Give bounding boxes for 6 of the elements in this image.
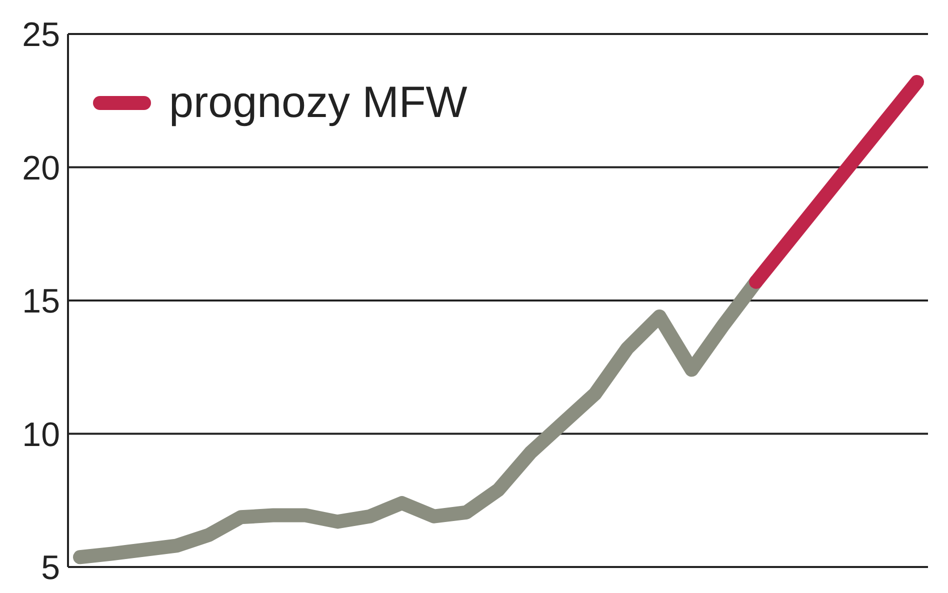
y-tick-label: 10 [22,416,60,454]
y-tick-label: 15 [22,282,60,321]
y-tick-label: 20 [22,149,60,188]
y-tick-label: 25 [22,16,60,54]
legend-label: prognozy MFW [169,78,468,128]
y-tick-label: 5 [41,549,60,588]
